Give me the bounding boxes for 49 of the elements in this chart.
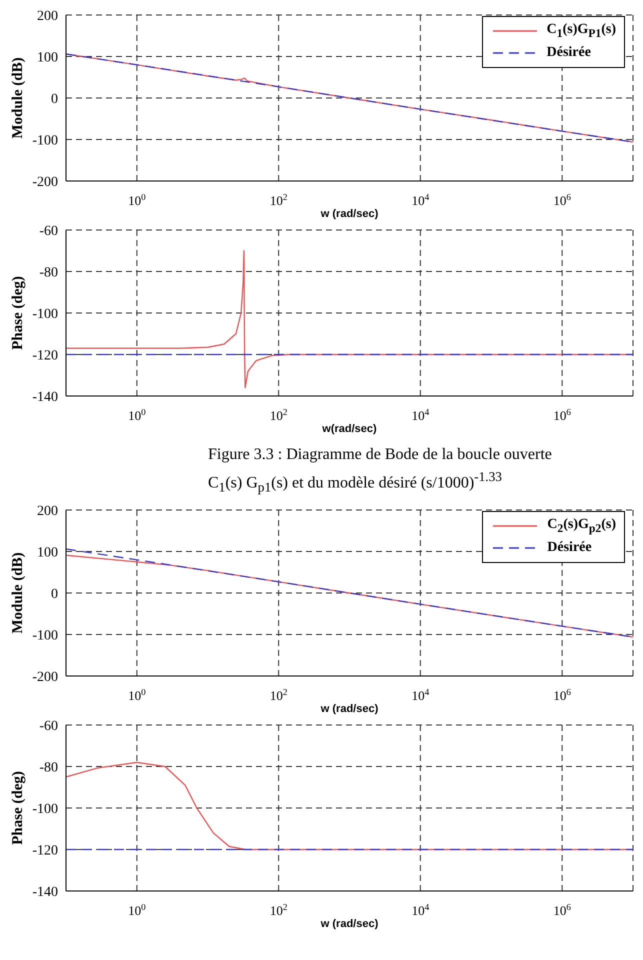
x-tick-label: 10$^{4}$ [412, 902, 430, 918]
y-tick-label: -100 [32, 801, 58, 816]
x-tick-label: 10$^{4}$ [412, 686, 430, 703]
caption: Figure 3.3 : Diagramme de Bode de la boucle ouverte C$_{1}$(s) G$_{p1}$(s) et du modèle désiré (s/1000)$^{-1.33}$ [208, 445, 553, 497]
y-axis-title: Phase (deg) [10, 770, 26, 844]
x-tick-label: 10$^{0}$ [128, 902, 146, 918]
y-tick-label: 200 [37, 8, 58, 24]
y-tick-label: 0 [51, 586, 58, 602]
x-tick-label: 10$^{2}$ [270, 902, 288, 918]
x-tick-label: 10$^{2}$ [270, 686, 288, 703]
x-tick-label: 10$^{4}$ [412, 407, 430, 423]
y-axis-title: Phase (deg) [10, 276, 26, 350]
y-tick-label: 200 [37, 503, 58, 518]
y-tick-label: 0 [51, 92, 58, 107]
legend-label: Désirée [546, 45, 591, 61]
x-tick-label: 10$^{2}$ [270, 407, 288, 423]
y-axis-title: Module (dB) [10, 552, 26, 634]
y-tick-label: -120 [32, 348, 58, 364]
y-tick-label: -60 [39, 718, 58, 734]
y-tick-label: 100 [37, 50, 58, 66]
legend-label: Désirée [547, 540, 592, 556]
y-tick-label: -100 [32, 628, 58, 643]
legend-label: C$_{2}$(s)G$_{p2}$(s) [547, 516, 616, 534]
y-tick-label: -120 [32, 842, 58, 858]
x-axis-title: w(rad/sec) [321, 423, 378, 435]
y-tick-label: -200 [32, 669, 58, 684]
legend-label: C$_{1}$(s)G$_{P1}$(s) [546, 22, 616, 40]
y-tick-label: 100 [37, 544, 58, 560]
x-axis-title: w (rad/sec) [320, 702, 379, 715]
x-tick-label: 10$^{6}$ [553, 902, 572, 918]
y-tick-label: -60 [39, 224, 58, 239]
y-tick-label: -140 [32, 390, 58, 405]
y-tick-label: -80 [39, 760, 58, 775]
y-tick-label: -100 [32, 306, 58, 322]
y-tick-label: -80 [39, 265, 58, 280]
y-tick-label: -200 [32, 174, 58, 190]
x-axis-title: w (rad/sec) [320, 208, 379, 220]
y-axis-title: Module (dB) [10, 57, 26, 139]
x-tick-label: 10$^{0}$ [128, 192, 146, 208]
x-tick-label: 10$^{6}$ [553, 407, 572, 423]
x-tick-label: 10$^{0}$ [128, 407, 146, 423]
x-tick-label: 10$^{0}$ [128, 686, 146, 703]
x-tick-label: 10$^{2}$ [270, 192, 288, 208]
x-tick-label: 10$^{4}$ [412, 192, 430, 208]
y-tick-label: -100 [32, 133, 58, 148]
x-axis-title: w (rad/sec) [320, 918, 379, 930]
x-tick-label: 10$^{6}$ [553, 686, 572, 703]
y-tick-label: -140 [32, 884, 58, 900]
x-tick-label: 10$^{6}$ [553, 192, 572, 208]
